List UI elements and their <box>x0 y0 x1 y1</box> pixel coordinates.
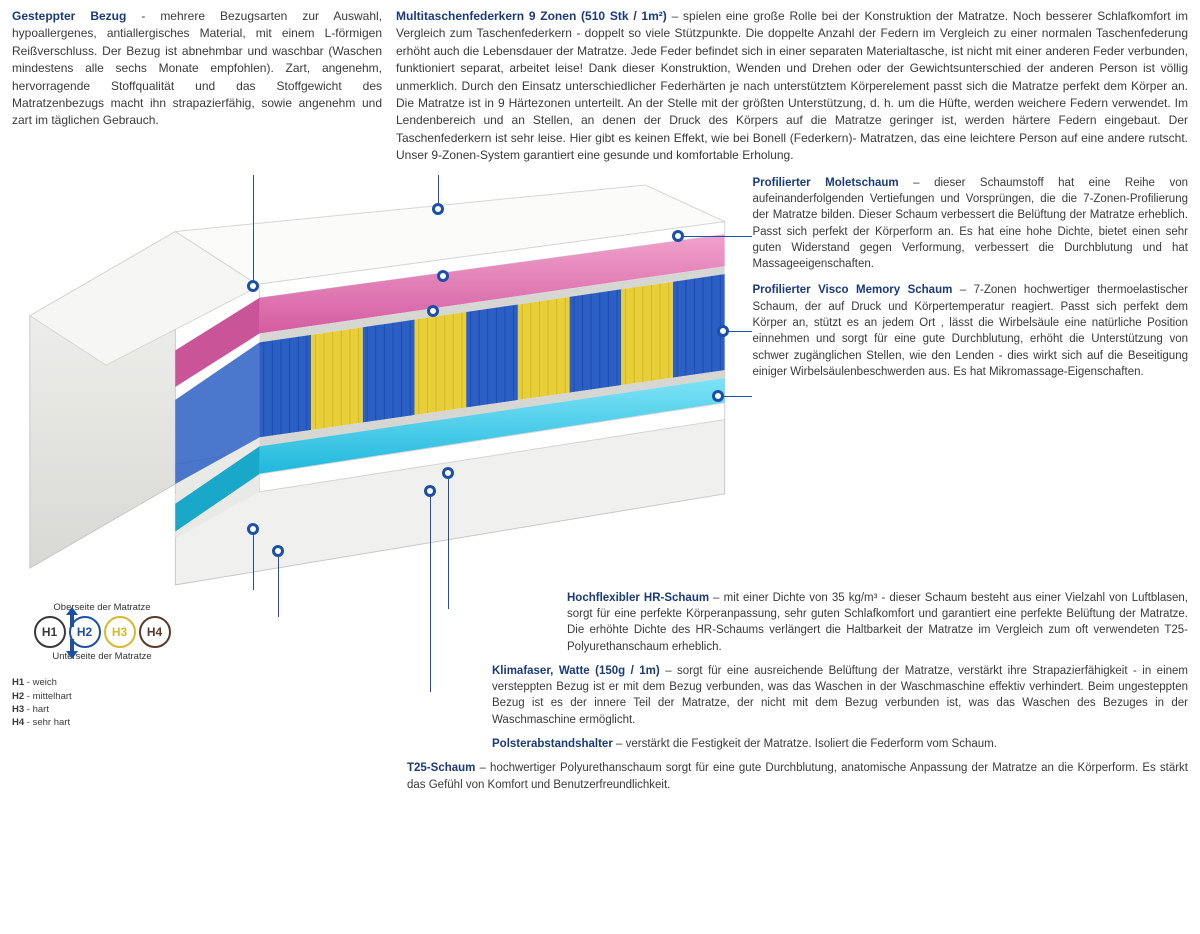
mattress-cutaway-diagram <box>12 175 742 590</box>
leader-line <box>682 236 752 237</box>
springs-body: spielen eine große Rolle bei der Konstru… <box>396 9 1188 162</box>
callout-dot <box>427 305 439 317</box>
leader-line <box>448 479 449 609</box>
section-title: Profilierter Moletschaum <box>752 177 898 189</box>
section-body: 7-Zonen hochwertiger thermoelastischer S… <box>752 284 1188 378</box>
cover-description: Gesteppter Bezug - mehrere Bezugsarten z… <box>12 8 382 165</box>
arrow-icon <box>62 607 82 659</box>
mattress-diagram-container: Oberseite der Matratze H1H2H3H4 Untersei… <box>12 175 742 590</box>
callout-dot <box>432 203 444 215</box>
hardness-circle: H3 <box>104 616 136 648</box>
cover-body: mehrere Bezugsarten zur Auswahl, hypoall… <box>12 9 382 127</box>
callout-dot <box>712 390 724 402</box>
layer-section: Profilierter Visco Memory Schaum – 7-Zon… <box>752 282 1188 380</box>
hardness-list-item: H3 - hart <box>12 703 192 716</box>
layer-section: Polsterabstandshalter – verstärkt die Fe… <box>492 736 1188 752</box>
hardness-list-item: H1 - weich <box>12 676 192 689</box>
leader-line <box>253 175 254 280</box>
leader-line <box>430 497 431 692</box>
callout-dot <box>272 545 284 557</box>
layer-section: T25-Schaum – hochwertiger Polyurethansch… <box>407 760 1188 793</box>
leader-line <box>724 396 752 397</box>
leader-line <box>727 331 752 332</box>
hardness-list: H1 - weichH2 - mittelhartH3 - hartH4 - s… <box>12 676 192 729</box>
layer-descriptions-right: Profilierter Moletschaum – dieser Schaum… <box>752 175 1188 590</box>
legend-top-label: Oberseite der Matratze <box>12 602 192 613</box>
springs-title: Multitaschenfederkern 9 Zonen (510 Stk /… <box>396 9 667 23</box>
section-title: Klimafaser, Watte (150g / 1m) <box>492 665 660 677</box>
leader-line <box>278 557 279 617</box>
section-body: dieser Schaumstoff hat eine Reihe von au… <box>752 177 1188 271</box>
section-title: T25-Schaum <box>407 762 475 774</box>
leader-line <box>253 535 254 590</box>
springs-description: Multitaschenfederkern 9 Zonen (510 Stk /… <box>396 8 1188 165</box>
leader-line <box>438 175 439 203</box>
hardness-list-item: H2 - mittelhart <box>12 690 192 703</box>
section-title: Polsterabstandshalter <box>492 738 613 750</box>
callout-dot <box>247 523 259 535</box>
legend-bottom-label: Unterseite der Matratze <box>12 651 192 662</box>
section-body: verstärkt die Festigkeit der Matratze. I… <box>626 738 997 750</box>
hardness-circle: H1 <box>34 616 66 648</box>
section-title: Profilierter Visco Memory Schaum <box>752 284 952 296</box>
cover-title: Gesteppter Bezug <box>12 9 126 23</box>
callout-dot <box>437 270 449 282</box>
layer-section: Hochflexibler HR-Schaum – mit einer Dich… <box>567 590 1188 655</box>
callout-dot <box>247 280 259 292</box>
section-body: hochwertiger Polyurethanschaum sorgt für… <box>407 762 1188 790</box>
callout-dot <box>442 467 454 479</box>
hardness-circles: H1H2H3H4 <box>12 616 192 648</box>
layer-section: Profilierter Moletschaum – dieser Schaum… <box>752 175 1188 273</box>
layer-section: Klimafaser, Watte (150g / 1m) – sorgt fü… <box>492 663 1188 728</box>
hardness-list-item: H4 - sehr hart <box>12 716 192 729</box>
hardness-circle: H4 <box>139 616 171 648</box>
hardness-legend: Oberseite der Matratze H1H2H3H4 Untersei… <box>12 602 192 729</box>
callout-dot <box>424 485 436 497</box>
section-title: Hochflexibler HR-Schaum <box>567 592 709 604</box>
